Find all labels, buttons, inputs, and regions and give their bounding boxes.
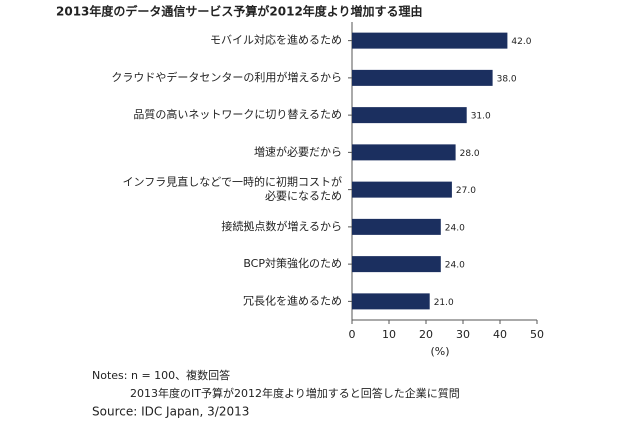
bar (352, 107, 467, 124)
y-tick-label: 接続拠点数が増えるから (221, 219, 342, 233)
y-tick-label: クラウドやデータセンターの利用が増えるから (111, 70, 342, 84)
bar (352, 218, 441, 235)
value-label: 42.0 (511, 37, 531, 47)
x-axis-label: (%) (430, 345, 449, 358)
bar (352, 69, 493, 86)
x-tick-label: 10 (382, 328, 396, 341)
source: Source: IDC Japan, 3/2013 (92, 405, 249, 419)
value-label: 24.0 (445, 261, 465, 271)
value-label: 28.0 (460, 149, 480, 159)
value-label: 31.0 (471, 112, 491, 122)
note: Notes: n = 100、複数回答 (92, 368, 230, 382)
x-tick-label: 40 (493, 328, 507, 341)
y-tick-label: インフラ見直しなどで一時的に初期コストが必要になるため (123, 175, 342, 203)
y-tick-label: BCP対策強化のため (243, 256, 342, 270)
x-tick-label: 20 (419, 328, 433, 341)
value-label: 27.0 (456, 186, 476, 196)
bar (352, 293, 430, 310)
x-tick-label: 30 (456, 328, 470, 341)
y-tick-label: モバイル対応を進めるため (210, 33, 342, 47)
bar (352, 32, 508, 49)
x-tick-label: 50 (530, 328, 544, 341)
note: 2013年度のIT予算が2012年度より増加すると回答した企業に質問 (130, 386, 460, 400)
value-label: 38.0 (497, 74, 517, 84)
bar (352, 144, 456, 161)
bar (352, 181, 452, 198)
value-label: 21.0 (434, 298, 454, 308)
x-tick-label: 0 (349, 328, 356, 341)
y-tick-label: 増速が必要だから (254, 144, 342, 158)
bar (352, 256, 441, 273)
value-label: 24.0 (445, 223, 465, 233)
y-tick-label: 冗長化を進めるため (243, 293, 342, 307)
y-tick-label: 品質の高いネットワークに切り替えるため (133, 107, 342, 121)
chart-title: 2013年度のデータ通信サービス予算が2012年度より増加する理由 (56, 4, 423, 19)
